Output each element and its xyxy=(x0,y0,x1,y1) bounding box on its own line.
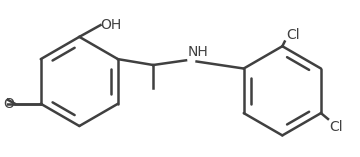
Text: Cl: Cl xyxy=(329,120,343,134)
Text: Cl: Cl xyxy=(286,27,300,42)
Text: NH: NH xyxy=(187,45,208,59)
Text: OH: OH xyxy=(100,18,122,32)
Text: O: O xyxy=(3,97,14,111)
